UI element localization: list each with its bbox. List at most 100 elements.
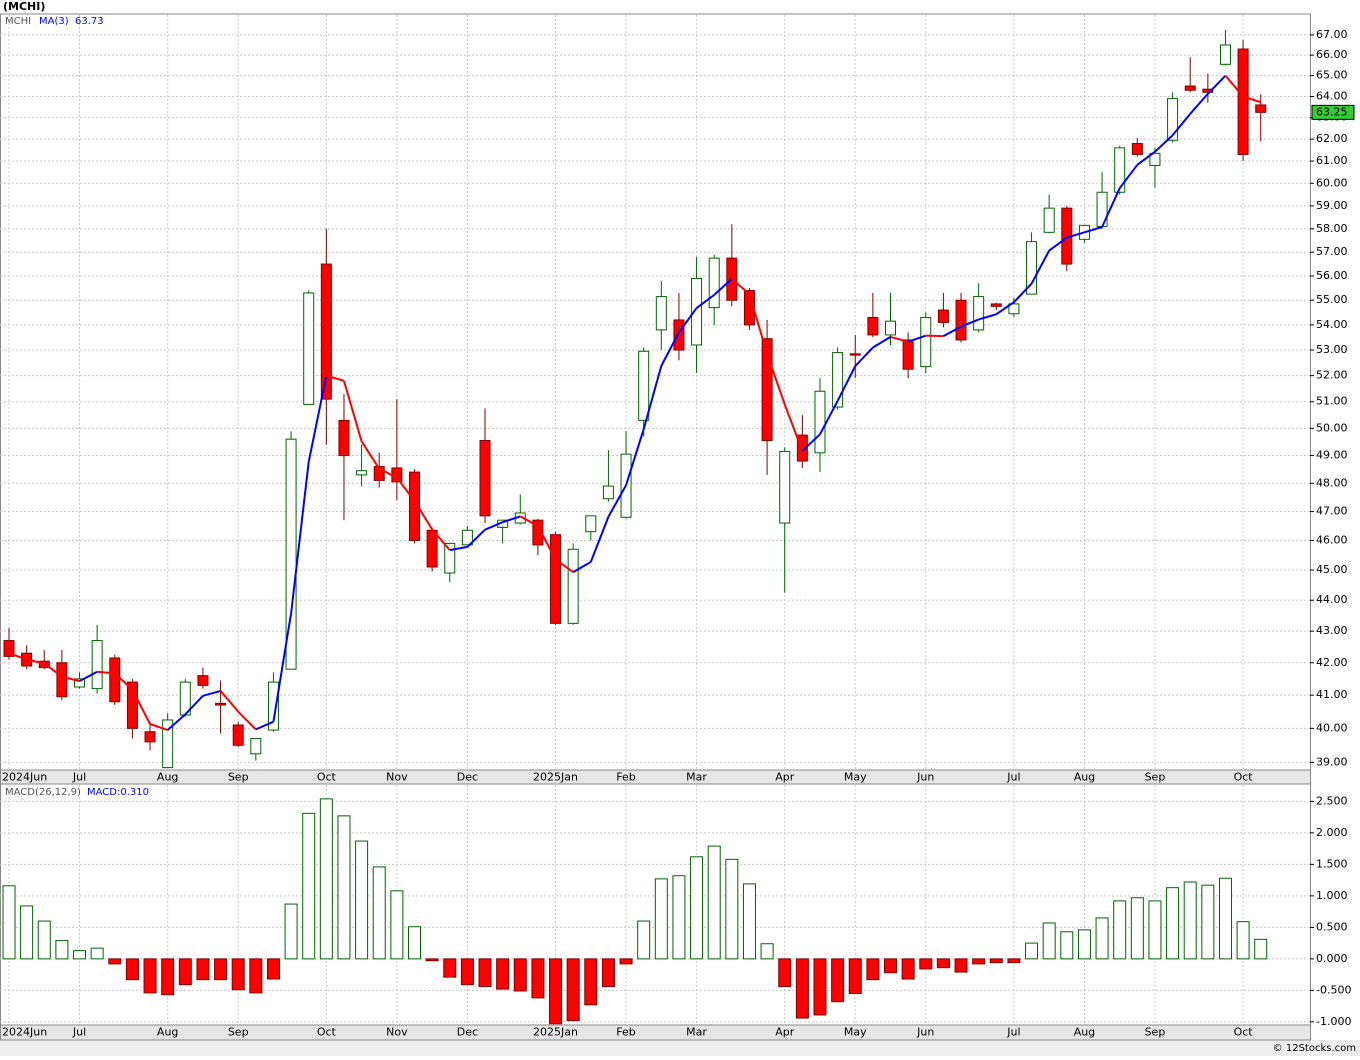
candle-body <box>655 296 667 331</box>
candle-body <box>550 534 562 624</box>
last-price: 63.25 <box>1316 105 1348 118</box>
candle-body <box>408 471 420 541</box>
y-tick-label: -1.000 <box>1316 1015 1351 1028</box>
macd-bar <box>601 958 615 988</box>
x-tick-label: 2024Jun <box>2 771 47 784</box>
ma-segment <box>413 500 433 530</box>
candle-body <box>1255 104 1267 113</box>
ma-segment <box>431 528 451 551</box>
legend-ma: MA(3) <box>39 16 69 27</box>
macd-bar <box>1236 921 1250 960</box>
ma-segment <box>1030 250 1051 285</box>
macd-bar <box>443 958 457 978</box>
y-tick-label: 48.00 <box>1316 476 1348 489</box>
y-tick-label: 62.00 <box>1316 132 1348 145</box>
ma-segment <box>326 374 345 382</box>
ma-segment <box>1171 113 1191 136</box>
ma-segment <box>343 380 363 442</box>
candle-body <box>250 737 262 755</box>
x-tick-label: Jul <box>72 1026 86 1039</box>
y-tick-label: 57.00 <box>1316 245 1348 258</box>
macd-bar <box>1183 881 1197 960</box>
macd-bar <box>972 958 986 965</box>
y-tick-label: 40.00 <box>1316 721 1348 734</box>
candle-body <box>479 440 491 517</box>
ma-segment <box>890 335 909 343</box>
macd-bar <box>1218 877 1232 960</box>
ma-segment <box>1154 134 1174 153</box>
ma-segment <box>678 307 698 333</box>
y-tick-label: 43.00 <box>1316 624 1348 637</box>
macd-bar <box>73 950 87 960</box>
ma-segment <box>360 440 381 470</box>
candle-body <box>1219 44 1231 65</box>
macd-bar <box>214 958 228 981</box>
macd-bar <box>1148 900 1162 960</box>
ma-segment <box>766 353 786 405</box>
x-tick-label: Feb <box>616 771 635 784</box>
macd-bar <box>249 958 263 994</box>
ma-segment <box>1224 75 1244 98</box>
macd-bar <box>1077 929 1091 960</box>
ma-segment <box>589 516 610 563</box>
x-tick-label: Jun <box>916 1026 934 1039</box>
ma-segment <box>713 278 733 296</box>
x-tick-label: Oct <box>317 1026 337 1039</box>
y-tick-label: 51.00 <box>1316 395 1348 408</box>
macd-bar <box>725 858 739 960</box>
candle-body <box>532 519 544 546</box>
ma-segment <box>396 477 416 502</box>
macd-bar <box>125 958 139 981</box>
macd-bar <box>513 958 527 992</box>
x-tick-label: Apr <box>775 1026 795 1039</box>
macd-bar <box>390 890 404 960</box>
y-tick-label: 64.00 <box>1316 90 1348 103</box>
macd-bar <box>1166 887 1180 960</box>
y-tick-label: 0.000 <box>1316 952 1348 965</box>
macd-bar <box>848 958 862 995</box>
y-tick-label: 44.00 <box>1316 593 1348 606</box>
macd-bar <box>1254 938 1268 960</box>
y-tick-label: 60.00 <box>1316 176 1348 189</box>
candle-body <box>673 319 685 351</box>
date-strip <box>0 769 1311 786</box>
candle-body <box>267 681 279 731</box>
footer: © 12Stocks.com <box>1273 1043 1356 1054</box>
macd-bar <box>1025 942 1039 960</box>
macd-bar <box>566 958 580 1022</box>
candle-body <box>109 657 121 703</box>
ma-segment <box>1066 231 1085 239</box>
y-tick-label: 66.00 <box>1316 48 1348 61</box>
candle-body <box>1149 152 1161 166</box>
x-tick-label: Apr <box>775 771 795 784</box>
ma-segment <box>61 675 80 683</box>
y-tick-label: 46.00 <box>1316 533 1348 546</box>
candle-body <box>373 466 385 481</box>
x-tick-label: Mar <box>686 771 707 784</box>
ma-segment <box>131 689 151 725</box>
macd-bar <box>584 958 598 1006</box>
ma-segment <box>960 318 980 328</box>
ma-segment <box>167 713 186 731</box>
footer-band <box>0 1040 1360 1056</box>
legend-macd-value: MACD:0.310 <box>87 787 149 798</box>
x-tick-label: Nov <box>386 771 408 784</box>
ma-segment <box>1136 151 1156 166</box>
y-tick-label: 1.500 <box>1316 857 1348 870</box>
x-tick-label: Sep <box>1145 771 1166 784</box>
ma-segment <box>307 375 328 463</box>
x-tick-label: Aug <box>1074 1026 1095 1039</box>
macd-bar <box>425 958 439 962</box>
candle-body <box>902 339 914 370</box>
macd-bar <box>884 958 897 974</box>
candle-body <box>356 470 368 476</box>
x-tick-label: Dec <box>457 771 478 784</box>
candle-body <box>955 299 967 341</box>
y-tick-label: 49.00 <box>1316 449 1348 462</box>
candle-body <box>162 719 174 769</box>
ma-segment <box>43 662 63 678</box>
ma-segment <box>660 331 680 367</box>
ma-segment <box>1084 226 1103 234</box>
